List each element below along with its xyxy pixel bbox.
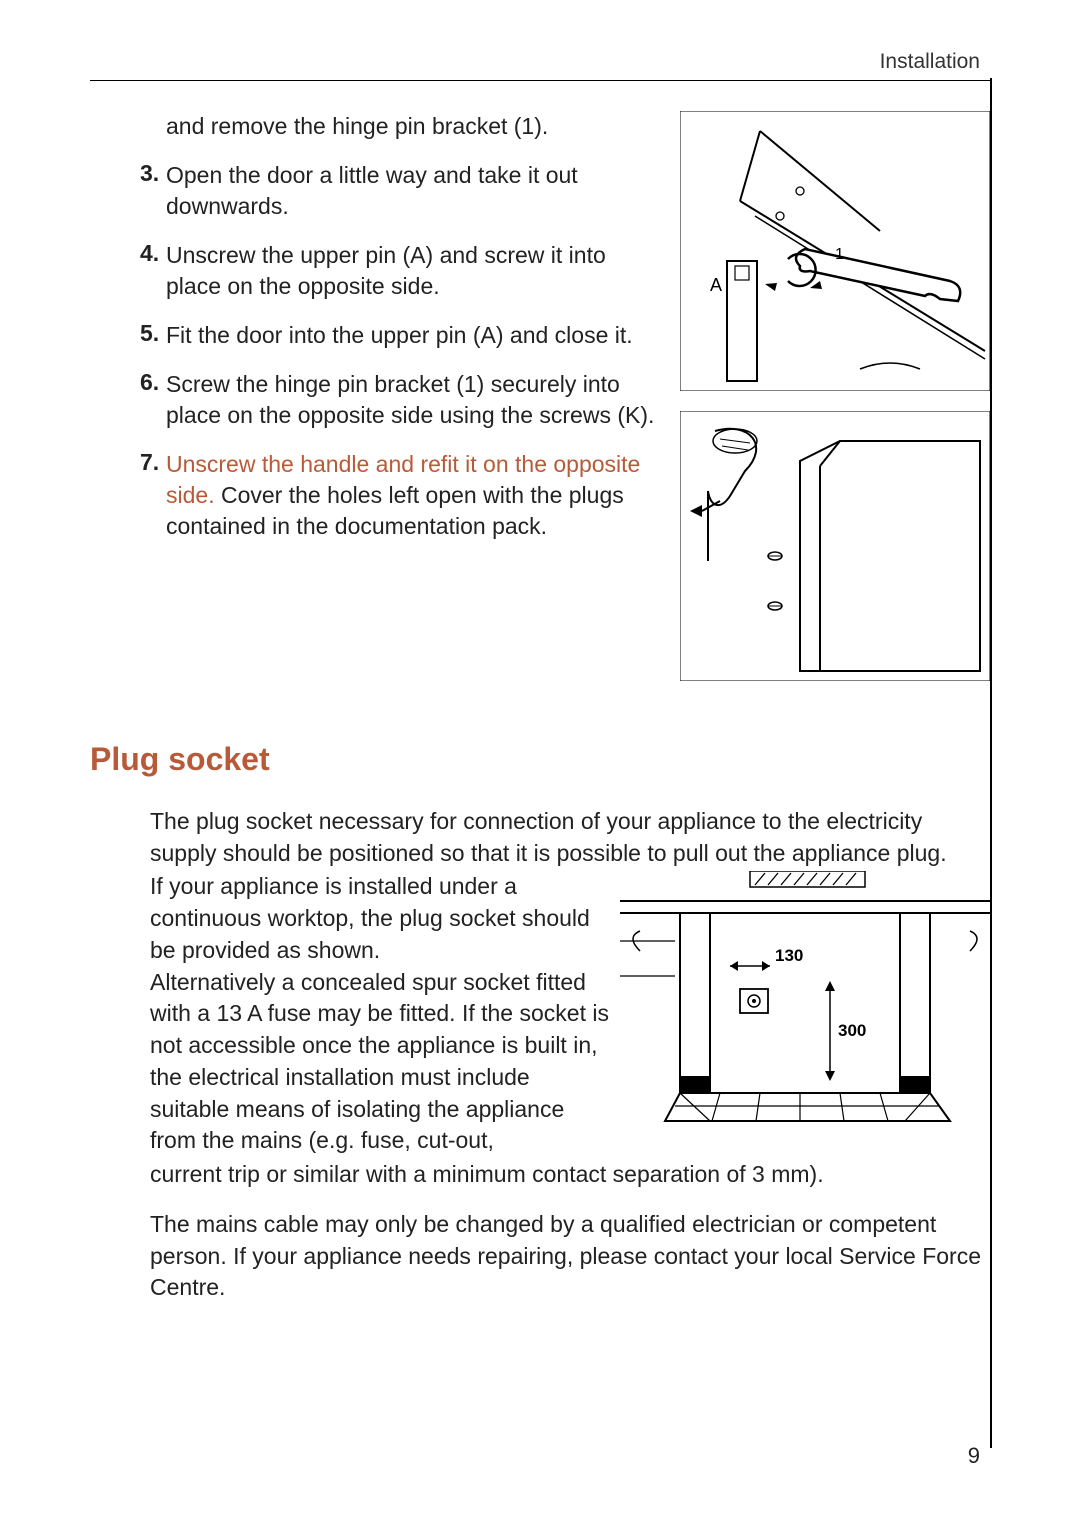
figure-hinge-pin: A 1 bbox=[680, 111, 990, 391]
continuation-text: and remove the hinge pin bracket (1). bbox=[140, 111, 660, 142]
plug-row: If your appliance is installed under a c… bbox=[150, 871, 990, 1157]
instructions-row: and remove the hinge pin bracket (1). 3.… bbox=[90, 111, 990, 681]
plug-left-text: If your appliance is installed under a c… bbox=[150, 871, 610, 1157]
figures-column: A 1 bbox=[680, 111, 990, 681]
side-rule bbox=[990, 78, 992, 1448]
step-text: Screw the hinge pin bracket (1) securely… bbox=[166, 369, 660, 431]
dim-300: 300 bbox=[838, 1021, 866, 1040]
step-number: 5. bbox=[140, 320, 166, 351]
plug-note: The mains cable may only be changed by a… bbox=[150, 1209, 990, 1304]
plug-para-2: Alternatively a concealed spur socket fi… bbox=[150, 967, 610, 1157]
figure-handle bbox=[680, 411, 990, 681]
label-A: A bbox=[710, 275, 722, 295]
dim-130: 130 bbox=[775, 946, 803, 965]
step-rest: Cover the holes left open with the plugs… bbox=[166, 482, 624, 539]
plug-intro: The plug socket necessary for connection… bbox=[150, 806, 990, 869]
plug-para-1: If your appliance is installed under a c… bbox=[150, 871, 610, 966]
step-5: 5. Fit the door into the upper pin (A) a… bbox=[140, 320, 660, 351]
page-number: 9 bbox=[968, 1443, 980, 1469]
page-content: Installation and remove the hinge pin br… bbox=[90, 50, 990, 1304]
step-text: Unscrew the handle and refit it on the o… bbox=[166, 449, 660, 542]
step-3: 3. Open the door a little way and take i… bbox=[140, 160, 660, 222]
step-number: 3. bbox=[140, 160, 166, 222]
steps-column: and remove the hinge pin bracket (1). 3.… bbox=[90, 111, 660, 681]
step-number: 7. bbox=[140, 449, 166, 542]
section-title: Plug socket bbox=[90, 741, 990, 778]
plug-after: current trip or similar with a minimum c… bbox=[150, 1159, 990, 1191]
step-text: Fit the door into the upper pin (A) and … bbox=[166, 320, 633, 351]
label-1: 1 bbox=[835, 246, 844, 263]
step-text: Open the door a little way and take it o… bbox=[166, 160, 660, 222]
plug-section: The plug socket necessary for connection… bbox=[90, 806, 990, 1304]
step-number: 4. bbox=[140, 240, 166, 302]
step-6: 6. Screw the hinge pin bracket (1) secur… bbox=[140, 369, 660, 431]
step-4: 4. Unscrew the upper pin (A) and screw i… bbox=[140, 240, 660, 302]
plug-figure-wrap: 130 300 bbox=[620, 871, 990, 1131]
step-number: 6. bbox=[140, 369, 166, 431]
figure-plug-socket: 130 300 bbox=[620, 871, 990, 1131]
header-rule bbox=[90, 80, 990, 81]
step-text: Unscrew the upper pin (A) and screw it i… bbox=[166, 240, 660, 302]
header-section-label: Installation bbox=[90, 50, 990, 80]
step-7: 7. Unscrew the handle and refit it on th… bbox=[140, 449, 660, 542]
